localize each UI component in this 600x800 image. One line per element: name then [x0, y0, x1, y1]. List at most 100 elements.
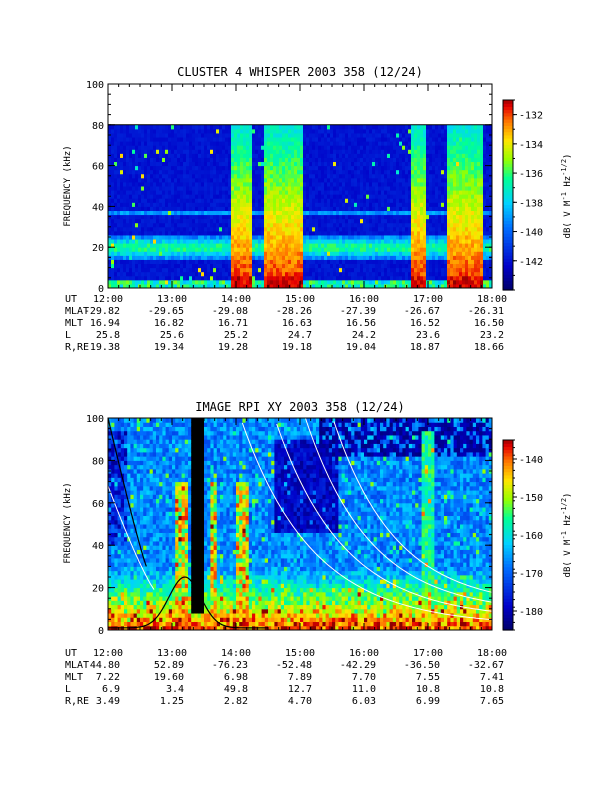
- spectrogram-cell: [411, 153, 415, 158]
- spectrogram-cell: [246, 177, 250, 183]
- spectrogram-cell: [264, 263, 268, 269]
- spectrogram-cell: [438, 165, 442, 171]
- spectrogram-cell: [423, 132, 427, 138]
- spectrogram-cell: [123, 161, 127, 167]
- spectrogram-cell: [444, 128, 448, 134]
- spectrogram-cell: [306, 194, 310, 199]
- spectrogram-cell: [177, 222, 181, 228]
- spectrogram-cell: [279, 226, 283, 232]
- spectrogram-cell: [351, 124, 355, 130]
- spectrogram-cell: [288, 255, 292, 260]
- spectrogram-cell: [465, 251, 469, 256]
- spectrogram-cell: [417, 251, 421, 256]
- spectrogram-cell: [114, 202, 118, 207]
- spectrogram-cell: [468, 141, 472, 146]
- spectrogram-cell: [210, 271, 214, 277]
- spectrogram-cell: [255, 198, 259, 203]
- spectrogram-cell: [456, 222, 460, 228]
- spectrogram-cell: [474, 222, 478, 228]
- spectrogram-cell: [279, 186, 283, 191]
- spectrogram-cell: [141, 271, 145, 277]
- spectrogram-cell: [114, 267, 118, 273]
- spectrogram-cell: [132, 255, 136, 260]
- spectrogram-cell: [255, 141, 259, 146]
- spectrogram-cell: [180, 161, 184, 167]
- spectrogram-cell: [261, 255, 265, 260]
- spectrogram-cell: [231, 239, 235, 244]
- spectrogram-cell: [453, 202, 457, 207]
- spectrogram-cell: [315, 173, 319, 179]
- spectrogram-cell: [423, 259, 427, 265]
- spectrogram-cell: [402, 198, 406, 203]
- spectrogram-cell: [192, 271, 196, 277]
- spectrogram-cell: [246, 198, 250, 203]
- spectrogram-cell: [111, 243, 115, 248]
- spectrogram-cell: [444, 206, 448, 211]
- spectrogram-cell: [201, 251, 205, 256]
- spectrogram-cell: [201, 255, 205, 260]
- spectrogram-cell: [363, 206, 367, 211]
- spectrogram-cell: [177, 198, 181, 203]
- spectrogram-cell: [150, 124, 154, 130]
- spectrogram-cell: [150, 190, 154, 195]
- spectrogram-cell: [312, 283, 316, 289]
- spectrogram-cell: [108, 157, 112, 163]
- spectrogram-cell: [372, 202, 376, 207]
- spectrogram-cell: [459, 279, 463, 285]
- spectrogram-cell: [429, 222, 433, 228]
- spectrogram-cell: [345, 259, 349, 265]
- spectrogram-cell: [225, 202, 229, 207]
- spectrogram-cell: [120, 181, 124, 187]
- spectrogram-cell: [264, 173, 268, 179]
- spectrogram-cell: [183, 153, 187, 158]
- spectrogram-cell: [159, 218, 163, 224]
- spectrogram-cell: [399, 230, 403, 236]
- spectrogram-cell: [126, 173, 130, 179]
- spectrogram-cell: [471, 169, 475, 175]
- spectrogram-cell: [447, 234, 451, 240]
- spectrogram-cell: [120, 218, 124, 224]
- spectrogram-cell: [336, 124, 340, 130]
- spectrogram-cell: [243, 141, 247, 146]
- spectrogram-cell: [237, 234, 241, 240]
- spectrogram-cell: [462, 141, 466, 146]
- spectrogram-cell: [243, 194, 247, 199]
- spectrogram-cell: [336, 222, 340, 228]
- spectrogram-cell: [333, 194, 337, 199]
- spectrogram-cell: [183, 169, 187, 175]
- spectrogram-cell: [246, 275, 250, 281]
- spectrogram-cell: [402, 239, 406, 244]
- spectrogram-cell: [474, 173, 478, 179]
- spectrogram-cell: [381, 259, 385, 265]
- spectrogram-cell: [231, 181, 235, 187]
- spectrogram-cell: [264, 267, 268, 273]
- spectrogram-cell: [192, 149, 196, 154]
- spectrogram-cell: [183, 214, 187, 220]
- spectrogram-cell: [285, 206, 289, 211]
- spectrogram-cell: [342, 173, 346, 179]
- spectrogram-cell: [252, 141, 256, 146]
- spectrogram-cell: [300, 283, 304, 289]
- spectrogram-cell: [249, 165, 253, 171]
- spectrogram-cell: [123, 149, 127, 154]
- spectrogram-cell: [258, 234, 262, 240]
- spectrogram-cell: [432, 202, 436, 207]
- spectrogram-cell: [435, 137, 439, 142]
- spectrogram-cell: [147, 149, 151, 154]
- spectrogram-cell: [447, 124, 451, 130]
- spectrogram-cell: [318, 210, 322, 216]
- spectrogram-cell: [357, 234, 361, 240]
- spectrogram-cell: [132, 165, 136, 171]
- spectrogram-cell: [417, 275, 421, 281]
- spectrogram-cell: [228, 161, 232, 167]
- spectrogram-cell: [441, 132, 445, 138]
- spectrogram-cell: [432, 214, 436, 220]
- spectrogram-cell: [408, 263, 412, 269]
- spectrogram-cell: [309, 263, 313, 269]
- spectrogram-cell: [177, 230, 181, 236]
- spectrogram-cell: [246, 128, 250, 134]
- spectrogram-cell: [285, 210, 289, 216]
- spectrogram-cell: [465, 230, 469, 236]
- spectrogram-cell: [378, 275, 382, 281]
- spectrogram-cell: [150, 247, 154, 252]
